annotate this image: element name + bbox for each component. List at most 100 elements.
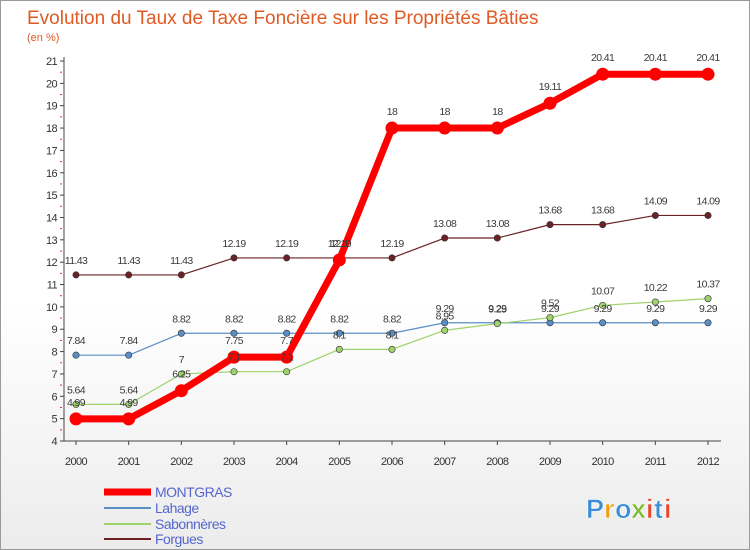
y-tick-label: 17 [46, 145, 58, 157]
data-label-montgras: 12.1 [330, 238, 349, 250]
data-point-sabonneres [651, 298, 659, 306]
data-label-lahage: 8.82 [172, 313, 191, 325]
data-point-forgues [72, 271, 80, 279]
logo-letter: x [631, 494, 646, 524]
x-tick-label: 2001 [118, 456, 141, 468]
data-point-montgras [227, 350, 241, 364]
data-label-sabonneres: 5.64 [120, 384, 139, 396]
logo-letter: i [646, 494, 654, 524]
data-point-forgues [230, 254, 238, 262]
data-point-sabonneres [546, 314, 554, 322]
data-label-forgues: 14.09 [696, 195, 720, 207]
x-tick-label: 2003 [223, 456, 246, 468]
data-label-sabonneres: 9.25 [488, 304, 507, 316]
data-point-forgues [125, 271, 133, 279]
data-point-lahage [125, 351, 133, 359]
data-label-sabonneres: 7.1 [228, 352, 242, 364]
data-point-montgras [543, 96, 557, 110]
data-label-montgras: 7.75 [225, 335, 244, 347]
data-label-lahage: 9.29 [436, 303, 455, 315]
y-tick-label: 6 [51, 391, 57, 403]
data-label-sabonneres: 8.1 [386, 329, 400, 341]
y-tick-label: 21 [46, 56, 58, 68]
data-label-forgues: 13.08 [433, 218, 457, 230]
data-point-lahage [388, 329, 396, 337]
series-layer [69, 67, 715, 426]
data-label-montgras: 18 [387, 106, 398, 118]
data-label-montgras: 7.7 [280, 335, 294, 347]
data-label-montgras: 6.25 [172, 369, 191, 381]
x-tick-label: 2002 [170, 456, 193, 468]
y-tick-label: 7 [51, 369, 57, 381]
chart-subtitle: (en %) [27, 32, 59, 44]
data-label-lahage: 7.84 [120, 335, 139, 347]
data-point-lahage [651, 319, 659, 327]
data-label-forgues: 14.09 [644, 195, 668, 207]
data-label-forgues: 13.68 [591, 205, 615, 217]
data-label-lahage: 9.29 [699, 303, 718, 315]
y-tick-label: 15 [46, 190, 58, 202]
data-label-montgras: 20.41 [591, 52, 615, 64]
legend-label-lahage: Lahage [155, 500, 199, 516]
legend-label-sabonneres: Sabonnères [155, 516, 226, 532]
data-point-forgues [546, 221, 554, 229]
data-label-lahage: 9.29 [541, 303, 560, 315]
y-tick-label: 13 [46, 235, 58, 247]
data-label-lahage: 8.82 [278, 313, 297, 325]
data-labels-layer: 11.43 11.43 11.43 12.19 12.19 12.19 12.19 13.08… [65, 52, 721, 409]
y-tick-label: 20 [46, 78, 58, 90]
data-label-montgras: 4.99 [67, 397, 86, 409]
logo-letter: r [604, 494, 615, 524]
data-point-lahage [704, 319, 712, 327]
data-point-sabonneres [230, 368, 238, 376]
data-label-sabonneres: 7.1 [280, 352, 294, 364]
data-point-montgras [438, 121, 452, 135]
data-point-sabonneres [72, 400, 80, 408]
data-label-montgras: 19.11 [539, 81, 562, 93]
y-tick-label: 9 [51, 324, 57, 336]
x-tick-label: 2006 [381, 456, 404, 468]
x-tick-label: 2005 [328, 456, 351, 468]
logo-letter: i [664, 494, 672, 524]
data-label-sabonneres: 10.22 [644, 282, 668, 294]
data-point-montgras [174, 384, 188, 398]
data-label-forgues: 12.19 [380, 238, 404, 250]
data-label-montgras: 18 [439, 106, 450, 118]
data-point-sabonneres [335, 345, 343, 353]
data-point-lahage [441, 319, 449, 327]
x-tick-label: 2004 [276, 456, 299, 468]
data-point-montgras [122, 412, 136, 426]
chart-title: Evolution du Taux de Taxe Foncière sur l… [27, 8, 539, 29]
data-label-montgras: 20.41 [696, 52, 720, 64]
data-label-sabonneres: 10.07 [591, 285, 615, 297]
x-tick-label: 2008 [486, 456, 509, 468]
data-point-montgras [701, 67, 715, 81]
data-label-sabonneres: 8.95 [436, 310, 455, 322]
x-tick-label: 2009 [539, 456, 562, 468]
data-point-montgras [648, 67, 662, 81]
data-point-sabonneres [441, 326, 449, 334]
y-tick-label: 12 [46, 257, 58, 269]
data-label-lahage: 7.84 [67, 335, 86, 347]
data-label-sabonneres: 7 [179, 354, 185, 366]
data-point-lahage [335, 329, 343, 337]
axes: 4 5 6 7 8 9 10 11 12 13 14 15 16 17 18 19 20 21 2000 2001 20… [46, 56, 721, 468]
data-point-montgras [490, 121, 504, 135]
data-label-lahage: 8.82 [225, 313, 244, 325]
data-point-lahage [72, 351, 80, 359]
data-point-forgues [493, 234, 501, 242]
data-point-forgues [704, 211, 712, 219]
x-tick-label: 2011 [645, 456, 667, 468]
x-tick-label: 2007 [434, 456, 457, 468]
data-point-forgues [283, 254, 291, 262]
data-point-montgras [596, 67, 610, 81]
data-label-montgras: 20.41 [644, 52, 668, 64]
y-tick-label: 14 [46, 212, 58, 224]
data-point-montgras [332, 253, 346, 267]
data-label-forgues: 12.19 [222, 238, 246, 250]
logo-letter: t [654, 494, 663, 524]
data-point-lahage [599, 319, 607, 327]
data-point-sabonneres [177, 370, 185, 378]
